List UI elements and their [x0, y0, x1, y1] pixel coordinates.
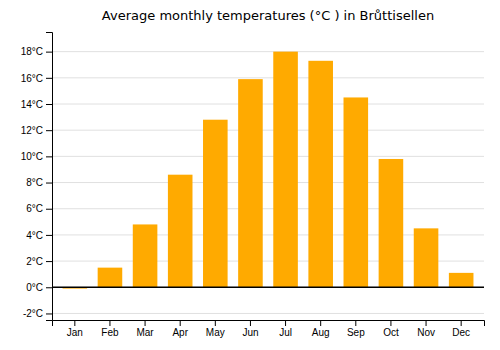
tick-mark	[46, 287, 52, 288]
grid-line	[52, 77, 484, 78]
tick-mark	[285, 320, 286, 326]
tick-label: Jun	[242, 327, 258, 338]
tick-mark	[46, 104, 52, 105]
tick: 0°C	[26, 282, 52, 293]
tick-label: 0°C	[26, 282, 43, 293]
grid-line	[52, 208, 484, 209]
tick-label: 18°C	[21, 46, 43, 57]
axis-line	[53, 321, 485, 327]
x-axis: Jan Feb Mar Apr May Jun Jul Aug Sep Oct Nov Dec	[53, 320, 485, 338]
tick: Jul	[279, 320, 292, 338]
tick-mark	[355, 320, 356, 326]
bar	[449, 273, 474, 287]
tick-mark	[46, 156, 52, 157]
tick: Dec	[452, 320, 470, 338]
grid-line	[52, 104, 484, 105]
tick-label: -2°C	[23, 308, 43, 319]
tick-label: Jan	[67, 327, 83, 338]
bar	[203, 120, 228, 288]
grid	[52, 52, 484, 314]
tick: Feb	[101, 320, 119, 338]
grid-line	[52, 130, 484, 131]
tick-mark	[46, 78, 52, 79]
tick-label: Mar	[136, 327, 154, 338]
tick: Jan	[67, 320, 83, 338]
bar	[98, 268, 123, 288]
tick: Aug	[312, 320, 330, 338]
tick-mark	[461, 320, 462, 326]
tick-label: 12°C	[21, 125, 43, 136]
tick: Apr	[172, 320, 188, 338]
tick-mark	[46, 52, 52, 53]
tick-label: 8°C	[26, 177, 43, 188]
tick-label: Sep	[347, 327, 365, 338]
tick-mark	[426, 320, 427, 326]
tick: 12°C	[21, 125, 52, 136]
tick: May	[206, 320, 225, 338]
tick: Oct	[383, 320, 399, 338]
grid-line	[52, 287, 484, 288]
grid-line	[52, 313, 484, 314]
y-axis: -2°C 0°C 2°C 4°C 6°C 8°C 10°C 12°C 14°C 16°C 18°C	[21, 33, 53, 321]
tick-mark	[46, 130, 52, 131]
tick: 2°C	[26, 256, 52, 267]
tick-label: May	[206, 327, 225, 338]
tick: Mar	[136, 320, 154, 338]
bar	[168, 175, 193, 288]
tick-label: 4°C	[26, 230, 43, 241]
axis-line	[46, 33, 53, 321]
tick-mark	[46, 183, 52, 184]
tick: 10°C	[21, 151, 52, 162]
tick-mark	[74, 320, 75, 326]
bar	[344, 97, 369, 287]
grid-line	[52, 51, 484, 52]
tick: 4°C	[26, 230, 52, 241]
tick-label: 10°C	[21, 151, 43, 162]
tick-label: Apr	[172, 327, 188, 338]
tick-mark	[180, 320, 181, 326]
tick: Jun	[242, 320, 258, 338]
grid-line	[52, 156, 484, 157]
tick-mark	[215, 320, 216, 326]
tick: 6°C	[26, 203, 52, 214]
grid-line	[52, 182, 484, 183]
bar	[238, 79, 263, 287]
tick-mark	[320, 320, 321, 326]
tick-label: 16°C	[21, 73, 43, 84]
tick-mark	[145, 320, 146, 326]
tick-label: Jul	[279, 327, 292, 338]
tick-label: Aug	[312, 327, 330, 338]
tick-label: Feb	[101, 327, 119, 338]
tick: Sep	[347, 320, 365, 338]
bar	[133, 224, 158, 287]
tick-mark	[46, 261, 52, 262]
tick: -2°C	[23, 308, 52, 319]
tick-label: 6°C	[26, 203, 43, 214]
tick: 18°C	[21, 46, 52, 57]
bar	[379, 159, 404, 287]
tick-mark	[250, 320, 251, 326]
bar	[414, 228, 439, 287]
tick: Nov	[417, 320, 435, 338]
tick-label: 14°C	[21, 99, 43, 110]
tick-mark	[46, 313, 52, 314]
tick-mark	[46, 209, 52, 210]
tick: 16°C	[21, 73, 52, 84]
bars	[52, 52, 484, 289]
tick-mark	[390, 320, 391, 326]
tick-label: Oct	[383, 327, 399, 338]
bar	[308, 61, 333, 287]
tick-label: 2°C	[26, 256, 43, 267]
bar	[273, 52, 298, 288]
plot: -2°C 0°C 2°C 4°C 6°C 8°C 10°C 12°C 14°C 16°C 18°C J…	[21, 33, 485, 339]
tick: 14°C	[21, 99, 52, 110]
title: Average monthly temperatures (°C ) in Br…	[102, 8, 434, 23]
tick-mark	[46, 235, 52, 236]
tick: 8°C	[26, 177, 52, 188]
zero-line	[52, 287, 484, 289]
tick-label: Dec	[452, 327, 470, 338]
tick-mark	[109, 320, 110, 326]
tick-label: Nov	[417, 327, 435, 338]
chart: -2°C 0°C 2°C 4°C 6°C 8°C 10°C 12°C 14°C 16°C 18°C J…	[0, 0, 500, 350]
